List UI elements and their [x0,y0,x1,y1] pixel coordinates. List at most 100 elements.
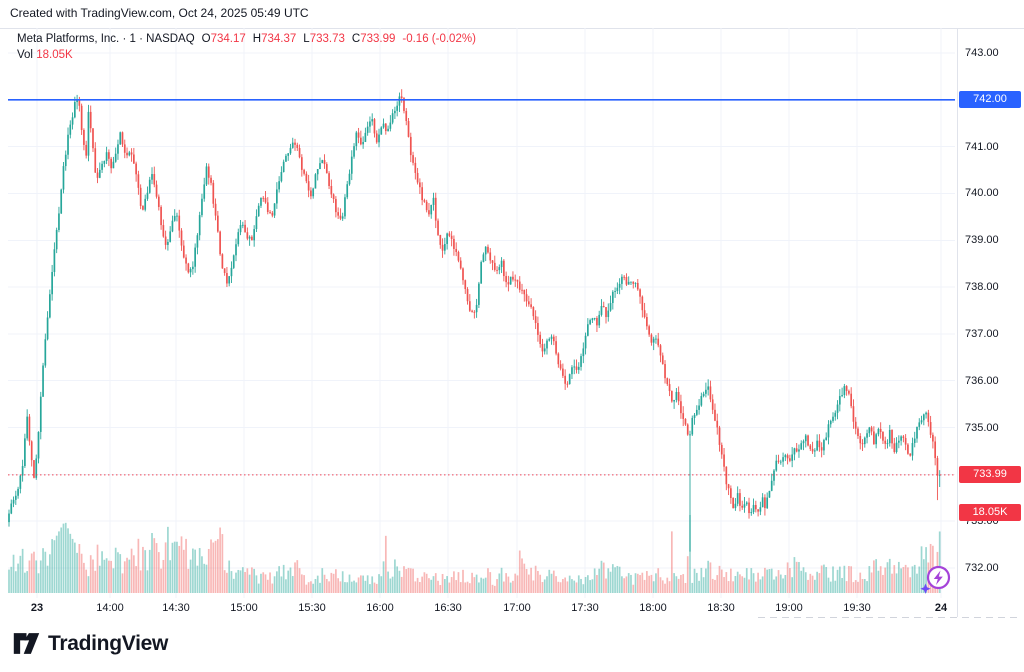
candle [44,339,47,366]
volume-bar [96,544,99,593]
volume-bar [373,582,376,593]
candle [239,225,242,233]
candle [575,366,578,370]
candle [811,448,814,452]
candle [514,279,517,281]
candle [169,231,172,242]
volume-bar [103,559,106,593]
volume-bar [618,566,621,593]
tradingview-logo[interactable]: TradingView [13,630,168,657]
volume-bar [559,582,562,593]
volume-bar [266,579,269,593]
volume-bar [682,574,685,593]
volume-bar [307,582,310,593]
candle [201,198,203,216]
volume-bar [602,562,605,593]
candle [64,154,67,167]
candle [355,132,358,147]
volume-bar [328,581,330,593]
candle [180,230,183,246]
volume-bar [278,566,280,593]
symbol-legend: Meta Platforms, Inc. · 1 · NASDAQ O734.17… [17,32,476,63]
candle [332,194,335,200]
volume-bar [389,578,392,593]
volume-bar [575,582,578,593]
candle [614,291,616,292]
volume-bar [253,568,256,593]
volume-bar [743,577,746,593]
time-tick-label: 23 [30,602,44,614]
candle [768,490,771,498]
volume-bar [668,581,671,593]
volume-bar [480,577,483,593]
volume-bar [42,548,44,593]
candle [434,197,437,221]
candle [300,157,303,170]
candle [911,443,914,456]
candle [621,276,623,284]
volume-bar [151,533,153,593]
candle [278,181,280,190]
candle [464,280,467,290]
volume-bar [87,576,90,593]
volume-bar [541,582,544,593]
volume-bar [119,554,122,593]
volume-bar [294,562,296,593]
volume-bar [446,576,448,593]
candle [39,396,42,432]
candle [707,386,710,390]
volume-bar [271,583,274,593]
candle [571,367,573,375]
candle [241,224,244,226]
volume-bar [838,566,841,593]
candle [448,233,451,236]
time-tick-label: 16:00 [366,602,394,614]
candle [798,449,800,452]
volume-bar [78,544,81,593]
volume-bar [46,565,49,593]
volume-bar [493,585,496,593]
candle [605,307,607,318]
volume-bar [457,572,460,593]
candle [863,437,866,445]
time-tick-label: 15:00 [230,602,258,614]
volume-bar [659,577,662,593]
volume-bar [557,581,560,593]
volume-bar [505,573,507,593]
volume-bar [439,585,442,593]
candle [192,266,194,270]
candle [809,445,812,449]
volume-bar [101,551,103,593]
volume-bar [850,566,853,593]
candle [398,96,401,106]
volume-bar [137,538,140,593]
candle [680,401,682,414]
volume-bar [791,577,793,593]
volume-bar [164,542,167,593]
candle [437,220,439,235]
price-tick-label: 738.00 [965,281,999,294]
candle [128,152,131,156]
volume-bar [475,574,478,593]
boost-lightning-icon[interactable] [919,561,953,595]
volume-bar [834,580,837,593]
candle [625,277,628,285]
candle [904,438,907,445]
candle [468,301,471,311]
volume-bar [705,568,707,593]
candle [221,254,224,269]
volume-bar [237,569,240,593]
candle [891,429,893,444]
candle [187,263,190,273]
candle [888,429,891,444]
candle [691,417,694,435]
volume-bar [593,568,596,593]
volume-bar [64,522,67,593]
candle [396,105,399,111]
watermark-text: Created with TradingView.com, Oct 24, 20… [10,6,309,20]
volume-bar [346,582,349,593]
candle [641,296,644,311]
volume-bar [496,579,498,593]
volume-bar [28,560,31,593]
